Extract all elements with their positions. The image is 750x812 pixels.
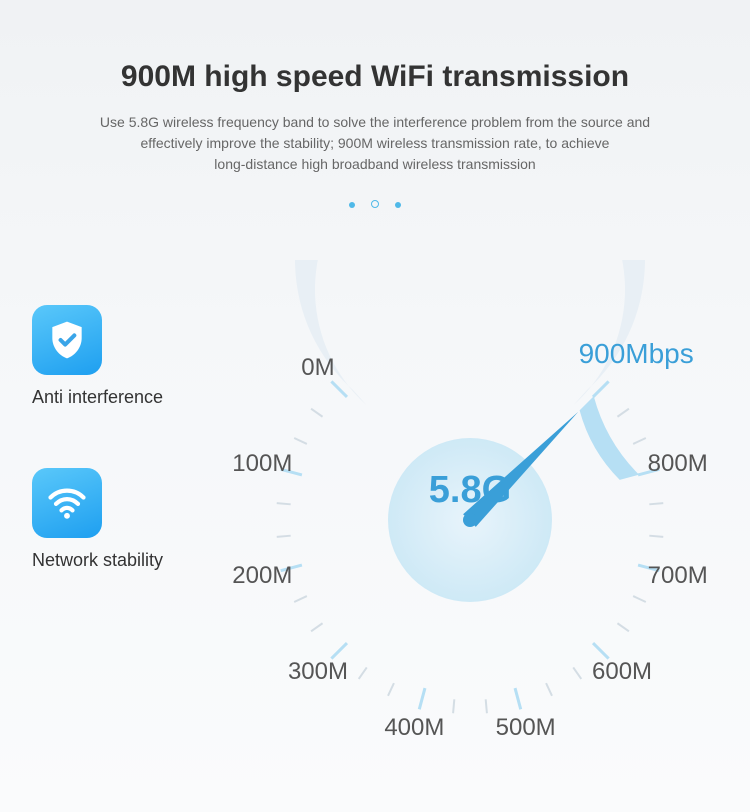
gauge-minor-tick — [617, 409, 628, 417]
gauge-needle-cap — [463, 513, 477, 527]
gauge-tick-label: 400M — [384, 714, 444, 742]
speed-gauge: 5.8G 0M 100M 200M 300M 400M 500M 600M 700M 800M 90… — [210, 260, 730, 780]
gauge-accent — [580, 396, 639, 480]
gauge-minor-tick — [633, 438, 646, 444]
gauge-minor-tick — [546, 683, 552, 696]
gauge-track — [295, 260, 645, 405]
subtitle-line: long-distance high broadband wireless tr… — [214, 156, 535, 172]
feature-label: Anti interference — [32, 387, 163, 408]
gauge-major-tick — [593, 643, 609, 659]
wifi-icon — [32, 468, 102, 538]
gauge-tick-label: 0M — [301, 354, 334, 382]
gauge-major-tick — [593, 381, 609, 397]
pager-dot — [395, 202, 401, 208]
gauge-minor-tick — [311, 623, 322, 631]
gauge-minor-tick — [649, 536, 663, 537]
feature-item: Network stability — [32, 468, 163, 571]
gauge-tick-label: 700M — [648, 562, 708, 590]
gauge-center-text: 5.8G — [429, 469, 511, 511]
gauge-major-tick — [419, 688, 425, 709]
gauge-major-tick — [515, 688, 521, 709]
gauge-minor-tick — [633, 596, 646, 602]
subtitle-line: Use 5.8G wireless frequency band to solv… — [100, 114, 650, 130]
gauge-minor-tick — [573, 667, 581, 678]
gauge-major-tick — [331, 381, 347, 397]
gauge-minor-tick — [453, 699, 454, 713]
feature-label: Network stability — [32, 550, 163, 571]
pager-dot — [349, 202, 355, 208]
pager-dot — [371, 200, 379, 208]
pager-dots — [0, 195, 750, 213]
subtitle-line: effectively improve the stability; 900M … — [141, 135, 610, 151]
gauge-major-tick — [331, 643, 347, 659]
gauge-minor-tick — [294, 596, 307, 602]
shield-check-icon — [32, 305, 102, 375]
feature-item: Anti interference — [32, 305, 163, 408]
gauge-minor-tick — [486, 699, 487, 713]
gauge-minor-tick — [277, 536, 291, 537]
gauge-tick-label: 600M — [592, 658, 652, 686]
gauge-tick-label: 500M — [496, 714, 556, 742]
gauge-minor-tick — [294, 438, 307, 444]
gauge-tick-label: 200M — [232, 562, 292, 590]
page-subtitle: Use 5.8G wireless frequency band to solv… — [0, 112, 750, 175]
gauge-minor-tick — [311, 409, 322, 417]
gauge-minor-tick — [617, 623, 628, 631]
gauge-minor-tick — [388, 683, 394, 696]
feature-list: Anti interference Network stability — [32, 305, 163, 631]
gauge-final-label: 900Mbps — [579, 338, 694, 370]
gauge-minor-tick — [359, 667, 367, 678]
gauge-minor-tick — [277, 503, 291, 504]
gauge-tick-label: 800M — [648, 450, 708, 478]
gauge-tick-label: 100M — [232, 450, 292, 478]
page-title: 900M high speed WiFi transmission — [0, 0, 750, 94]
gauge-tick-label: 300M — [288, 658, 348, 686]
gauge-minor-tick — [649, 503, 663, 504]
